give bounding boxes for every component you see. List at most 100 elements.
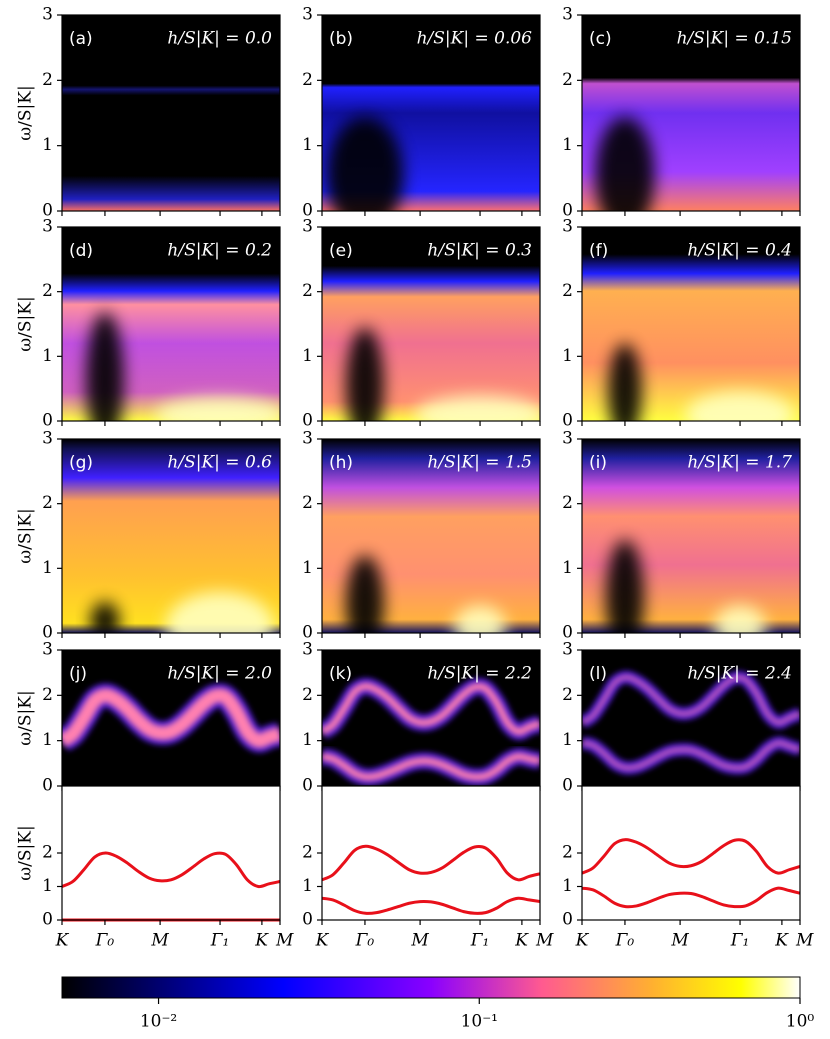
- heatmap-bright-region: [685, 391, 795, 421]
- heatmap: [322, 650, 540, 786]
- y-tick-label: 0: [562, 411, 573, 431]
- y-tick-label: 2: [562, 70, 573, 90]
- heatmap-band: [582, 675, 800, 725]
- heatmap-dark-region: [595, 116, 655, 211]
- x-tick-label: K: [575, 931, 590, 951]
- heatmap: [322, 15, 540, 211]
- heatmap-band: [582, 741, 800, 770]
- y-tick-label: 1: [562, 730, 573, 750]
- y-tick-label: 2: [562, 281, 573, 301]
- y-tick-label: 3: [42, 640, 53, 660]
- y-axis-label: ω/S|K|: [16, 85, 36, 140]
- y-axis-label: ω/S|K|: [16, 825, 36, 880]
- y-tick-label: 2: [302, 70, 313, 90]
- y-tick-label: 0: [562, 201, 573, 221]
- y-tick-label: 1: [302, 558, 313, 578]
- y-tick-label: 1: [42, 558, 53, 578]
- panel-label: (j): [69, 664, 87, 684]
- panel-frame: [61, 14, 281, 212]
- line-panel-background: [322, 786, 540, 920]
- panel-frame: [581, 226, 801, 422]
- panel-title: h/S|K| = 0.6: [167, 453, 272, 473]
- heatmap-dark-region: [326, 116, 404, 211]
- panel-title: h/S|K| = 0.2: [167, 241, 272, 261]
- heatmap-dark-region: [346, 327, 384, 421]
- heatmap: [322, 439, 540, 633]
- colorbar: [61, 976, 801, 999]
- heatmap: [62, 15, 280, 211]
- dispersion-line: [582, 886, 800, 909]
- panel-title: h/S|K| = 1.5: [427, 453, 532, 473]
- y-tick-label: 1: [302, 135, 313, 155]
- panel-label: (g): [69, 453, 93, 473]
- y-tick-label: 1: [562, 558, 573, 578]
- heatmap-bright-region: [414, 395, 540, 421]
- y-tick-label: 1: [562, 346, 573, 366]
- heatmap: [582, 15, 800, 211]
- y-tick-label: 3: [42, 429, 53, 449]
- y-axis-label: ω/S|K|: [16, 690, 36, 745]
- heatmap-bright-region: [453, 605, 507, 633]
- dispersion-line: [322, 896, 540, 915]
- panel-label: (c): [589, 29, 612, 49]
- panel-label: (d): [69, 241, 93, 261]
- colorbar-tick-label: 10⁰: [786, 1012, 815, 1032]
- y-tick-label: 2: [562, 493, 573, 513]
- y-tick-label: 2: [42, 281, 53, 301]
- x-tick-label: M: [795, 931, 814, 951]
- y-tick-label: 2: [302, 843, 313, 863]
- y-tick-label: 1: [302, 730, 313, 750]
- panel-frame: [61, 226, 281, 422]
- y-tick-label: 1: [302, 346, 313, 366]
- heatmap-band: [62, 688, 280, 748]
- y-axis-label: ω/S|K|: [16, 508, 36, 563]
- panel-title: h/S|K| = 1.7: [687, 453, 792, 473]
- x-tick-label: Γ₁: [730, 931, 750, 951]
- y-tick-label: 3: [302, 5, 313, 25]
- x-tick-label: K: [315, 931, 330, 951]
- heatmap-dark-region: [90, 601, 120, 633]
- x-tick-label: Γ₀: [95, 931, 115, 951]
- heatmap: [62, 439, 280, 633]
- y-tick-label: 0: [42, 910, 53, 930]
- heatmap: [62, 650, 280, 786]
- panel-frame: [321, 14, 541, 212]
- y-tick-label: 1: [42, 730, 53, 750]
- y-tick-label: 3: [42, 5, 53, 25]
- x-tick-label: K: [254, 931, 269, 951]
- x-tick-label: M: [150, 931, 169, 951]
- colorbar-tick-label: 10⁻²: [140, 1012, 177, 1032]
- y-tick-label: 3: [302, 429, 313, 449]
- x-tick-label: Γ₁: [470, 931, 490, 951]
- x-tick-label: K: [774, 931, 789, 951]
- heatmap-dark-region: [606, 539, 644, 633]
- heatmap: [582, 439, 800, 633]
- panel-label: (h): [329, 453, 353, 473]
- panel-frame: [61, 438, 281, 634]
- x-tick-label: M: [670, 931, 689, 951]
- x-tick-label: M: [275, 931, 294, 951]
- y-tick-label: 2: [42, 843, 53, 863]
- y-tick-label: 2: [42, 685, 53, 705]
- y-tick-label: 3: [562, 5, 573, 25]
- y-tick-label: 0: [302, 910, 313, 930]
- panel-title: h/S|K| = 0.0: [167, 29, 272, 49]
- panel-label: (b): [329, 29, 353, 49]
- y-tick-label: 2: [302, 493, 313, 513]
- heatmap-dark-region: [608, 343, 642, 421]
- y-tick-label: 1: [302, 876, 313, 896]
- panel-title: h/S|K| = 0.4: [687, 241, 792, 261]
- y-tick-label: 2: [562, 843, 573, 863]
- panel-title: h/S|K| = 0.06: [417, 29, 533, 49]
- y-tick-label: 1: [42, 135, 53, 155]
- y-tick-label: 2: [42, 70, 53, 90]
- heatmap-bright-region: [154, 397, 280, 421]
- panel-frame: [581, 438, 801, 634]
- panel-label: (l): [589, 664, 607, 684]
- heatmap-background: [62, 15, 280, 211]
- y-tick-label: 0: [42, 623, 53, 643]
- heatmap: [322, 227, 540, 421]
- panel-title: h/S|K| = 0.15: [677, 29, 792, 49]
- panel-frame: [321, 226, 541, 422]
- y-tick-label: 2: [302, 281, 313, 301]
